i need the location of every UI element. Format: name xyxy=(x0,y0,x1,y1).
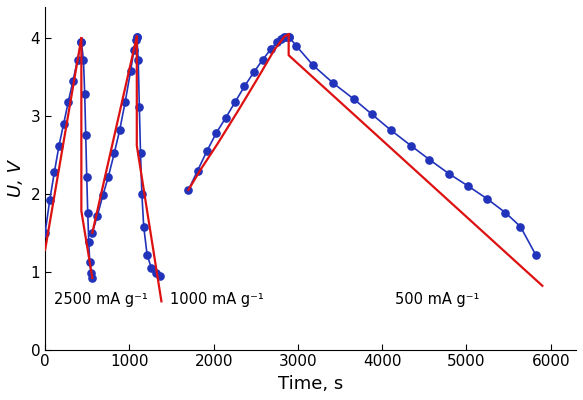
Text: 1000 mA g⁻¹: 1000 mA g⁻¹ xyxy=(170,292,264,307)
Text: 2500 mA g⁻¹: 2500 mA g⁻¹ xyxy=(54,292,147,307)
Y-axis label: U, V: U, V xyxy=(7,160,25,197)
Text: 500 mA g⁻¹: 500 mA g⁻¹ xyxy=(395,292,479,307)
X-axis label: Time, s: Time, s xyxy=(278,375,343,393)
